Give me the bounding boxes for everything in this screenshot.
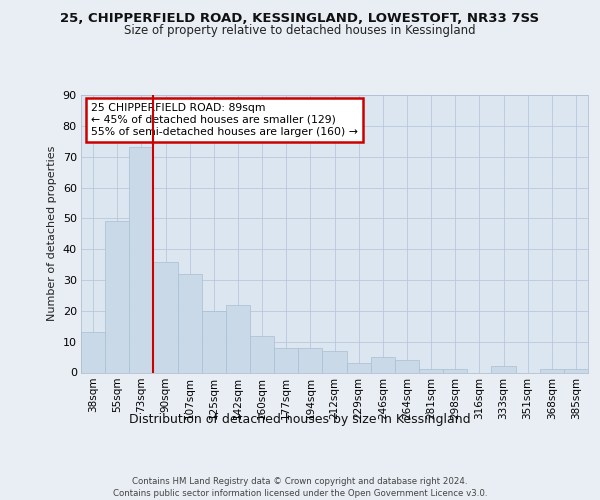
Bar	[371, 357, 395, 372]
Text: Contains HM Land Registry data © Crown copyright and database right 2024.: Contains HM Land Registry data © Crown c…	[132, 478, 468, 486]
Bar	[274, 348, 298, 372]
Text: Size of property relative to detached houses in Kessingland: Size of property relative to detached ho…	[124, 24, 476, 37]
Bar	[347, 363, 371, 372]
Bar	[250, 336, 274, 372]
Bar	[129, 148, 154, 372]
Bar	[322, 351, 347, 372]
Bar	[491, 366, 515, 372]
Bar	[564, 370, 588, 372]
Bar	[81, 332, 105, 372]
Bar	[419, 370, 443, 372]
Bar	[540, 370, 564, 372]
Bar	[178, 274, 202, 372]
Bar	[443, 370, 467, 372]
Text: 25 CHIPPERFIELD ROAD: 89sqm
← 45% of detached houses are smaller (129)
55% of se: 25 CHIPPERFIELD ROAD: 89sqm ← 45% of det…	[91, 104, 358, 136]
Bar	[105, 222, 129, 372]
Bar	[226, 304, 250, 372]
Bar	[298, 348, 322, 372]
Y-axis label: Number of detached properties: Number of detached properties	[47, 146, 57, 322]
Text: Contains public sector information licensed under the Open Government Licence v3: Contains public sector information licen…	[113, 489, 487, 498]
Text: Distribution of detached houses by size in Kessingland: Distribution of detached houses by size …	[129, 412, 471, 426]
Bar	[154, 262, 178, 372]
Bar	[395, 360, 419, 372]
Text: 25, CHIPPERFIELD ROAD, KESSINGLAND, LOWESTOFT, NR33 7SS: 25, CHIPPERFIELD ROAD, KESSINGLAND, LOWE…	[61, 12, 539, 26]
Bar	[202, 311, 226, 372]
